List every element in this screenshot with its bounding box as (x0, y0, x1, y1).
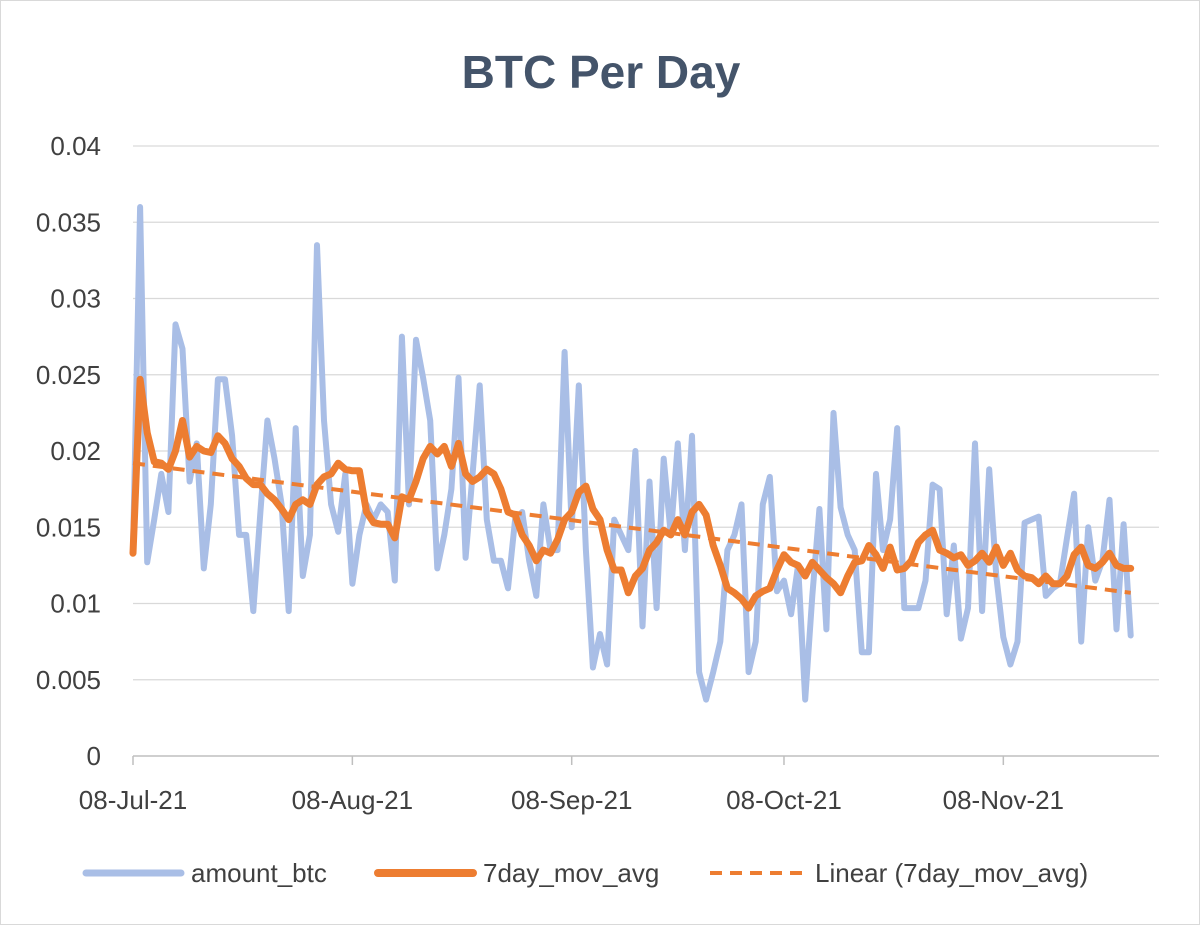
x-axis-ticks: 08-Jul-21 08-Aug-21 08-Sep-21 08-Oct-21 08-N… (79, 756, 1064, 815)
y-tick-label: 0.015 (36, 512, 101, 542)
y-tick-label: 0.02 (50, 436, 101, 466)
gridlines (133, 145, 1159, 757)
legend-label-2: Linear (7day_mov_avg) (815, 858, 1088, 888)
y-axis-ticks: 0 0.005 0.01 0.015 0.02 0.025 0.03 0.035 0.04 (36, 131, 101, 771)
chart-title: BTC Per Day (462, 46, 741, 98)
y-tick-label: 0 (87, 741, 101, 771)
legend-label-1: 7day_mov_avg (483, 858, 659, 888)
series-line-0 (130, 204, 1134, 703)
x-tick-label: 08-Sep-21 (511, 785, 632, 815)
legend-label-0: amount_btc (191, 858, 327, 888)
x-tick-label: 08-Jul-21 (79, 785, 187, 815)
legend: amount_btc 7day_mov_avg Linear (7day_mov_a… (82, 858, 1088, 888)
series-lines (129, 204, 1135, 703)
series-line-1 (129, 375, 1135, 612)
x-tick-label: 08-Nov-21 (943, 785, 1064, 815)
y-tick-label: 0.005 (36, 665, 101, 695)
y-tick-label: 0.03 (50, 284, 101, 314)
y-tick-label: 0.04 (50, 131, 101, 161)
y-tick-label: 0.01 (50, 589, 101, 619)
y-tick-label: 0.035 (36, 207, 101, 237)
x-tick-label: 08-Oct-21 (726, 785, 842, 815)
series-line-2 (132, 461, 1131, 595)
x-tick-label: 08-Aug-21 (292, 785, 413, 815)
y-tick-label: 0.025 (36, 360, 101, 390)
